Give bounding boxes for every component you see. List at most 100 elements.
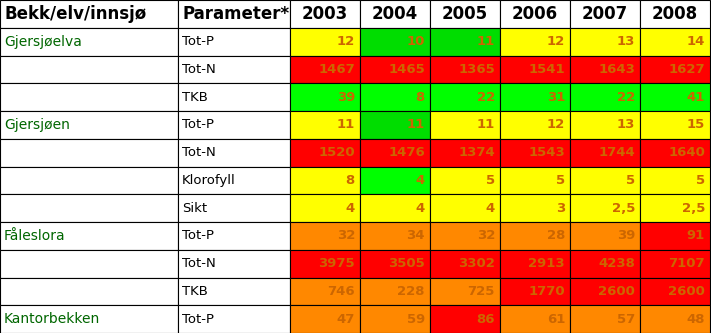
Text: 1627: 1627 <box>668 63 705 76</box>
Bar <box>0 111 178 139</box>
Bar <box>290 166 360 194</box>
Text: 725: 725 <box>468 285 495 298</box>
Text: 8: 8 <box>346 174 355 187</box>
Text: 14: 14 <box>687 35 705 48</box>
Bar <box>0 222 178 250</box>
Text: 8: 8 <box>416 91 425 104</box>
Text: 4: 4 <box>486 201 495 215</box>
Text: 11: 11 <box>407 118 425 132</box>
Bar <box>360 166 430 194</box>
Text: 22: 22 <box>477 91 495 104</box>
Bar <box>360 250 430 277</box>
Bar <box>430 277 500 305</box>
Text: 57: 57 <box>616 313 635 326</box>
Text: 1374: 1374 <box>459 146 495 159</box>
Bar <box>360 0 430 28</box>
Bar <box>178 277 290 305</box>
Text: Parameter*: Parameter* <box>182 5 289 23</box>
Bar <box>430 166 500 194</box>
Text: 86: 86 <box>476 313 495 326</box>
Text: 4238: 4238 <box>598 257 635 270</box>
Text: 2,5: 2,5 <box>611 201 635 215</box>
Text: 1476: 1476 <box>388 146 425 159</box>
Text: 4: 4 <box>416 201 425 215</box>
Bar <box>640 194 710 222</box>
Bar <box>500 305 570 333</box>
Bar <box>570 56 640 83</box>
Bar <box>500 250 570 277</box>
Text: 13: 13 <box>616 35 635 48</box>
Bar <box>570 166 640 194</box>
Bar <box>640 166 710 194</box>
Text: Sikt: Sikt <box>182 201 207 215</box>
Bar <box>178 0 290 28</box>
Text: 32: 32 <box>336 229 355 242</box>
Bar <box>178 250 290 277</box>
Bar <box>430 56 500 83</box>
Bar <box>178 166 290 194</box>
Text: Kantorbekken: Kantorbekken <box>4 312 100 326</box>
Bar <box>290 250 360 277</box>
Text: 3: 3 <box>556 201 565 215</box>
Text: 1465: 1465 <box>388 63 425 76</box>
Text: Tot-N: Tot-N <box>182 63 215 76</box>
Bar <box>290 277 360 305</box>
Bar <box>430 222 500 250</box>
Text: 2600: 2600 <box>598 285 635 298</box>
Bar <box>360 83 430 111</box>
Bar <box>290 111 360 139</box>
Bar <box>640 277 710 305</box>
Bar <box>570 139 640 166</box>
Text: 5: 5 <box>696 174 705 187</box>
Text: 11: 11 <box>477 118 495 132</box>
Text: 59: 59 <box>407 313 425 326</box>
Bar <box>0 56 178 83</box>
Text: 7107: 7107 <box>668 257 705 270</box>
Bar <box>0 28 178 56</box>
Text: Fåleslora: Fåleslora <box>4 229 65 243</box>
Bar <box>0 277 178 305</box>
Text: 11: 11 <box>337 118 355 132</box>
Bar <box>290 83 360 111</box>
Text: 5: 5 <box>626 174 635 187</box>
Text: 4: 4 <box>416 174 425 187</box>
Text: Gjersjøelva: Gjersjøelva <box>4 35 82 49</box>
Text: Tot-P: Tot-P <box>182 313 214 326</box>
Text: 28: 28 <box>547 229 565 242</box>
Bar <box>570 0 640 28</box>
Bar <box>500 83 570 111</box>
Text: 22: 22 <box>616 91 635 104</box>
Bar <box>500 28 570 56</box>
Bar <box>290 194 360 222</box>
Bar <box>430 139 500 166</box>
Text: TKB: TKB <box>182 91 208 104</box>
Bar <box>640 305 710 333</box>
Text: 4: 4 <box>346 201 355 215</box>
Text: 2007: 2007 <box>582 5 628 23</box>
Bar <box>290 56 360 83</box>
Bar <box>360 139 430 166</box>
Bar <box>178 222 290 250</box>
Bar <box>290 139 360 166</box>
Bar <box>360 28 430 56</box>
Text: 11: 11 <box>477 35 495 48</box>
Bar <box>640 222 710 250</box>
Text: 39: 39 <box>616 229 635 242</box>
Text: 91: 91 <box>687 229 705 242</box>
Text: 1640: 1640 <box>668 146 705 159</box>
Bar <box>0 305 178 333</box>
Text: Bekk/elv/innsjø: Bekk/elv/innsjø <box>4 5 146 23</box>
Text: 1770: 1770 <box>528 285 565 298</box>
Text: Tot-N: Tot-N <box>182 146 215 159</box>
Text: 12: 12 <box>547 35 565 48</box>
Bar <box>570 250 640 277</box>
Text: 10: 10 <box>407 35 425 48</box>
Text: 47: 47 <box>336 313 355 326</box>
Bar <box>570 83 640 111</box>
Bar <box>430 111 500 139</box>
Text: 746: 746 <box>327 285 355 298</box>
Bar <box>360 111 430 139</box>
Text: 228: 228 <box>397 285 425 298</box>
Text: 1365: 1365 <box>459 63 495 76</box>
Bar <box>178 83 290 111</box>
